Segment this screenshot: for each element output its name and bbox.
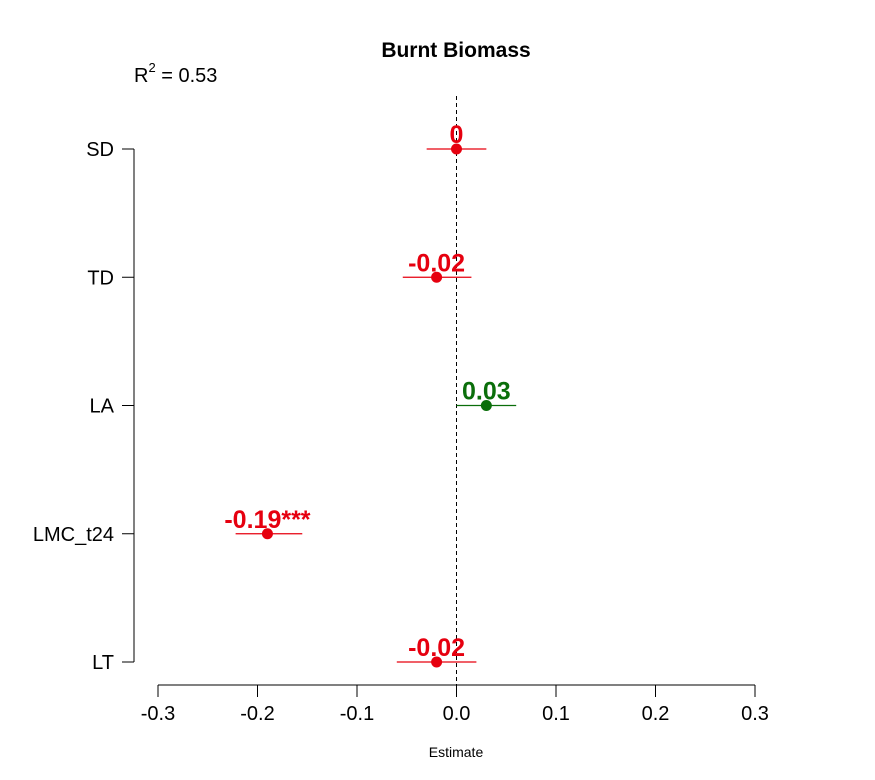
estimate-point: [261, 528, 273, 540]
r2-annotation: R2 = 0.53: [134, 60, 217, 87]
r2-prefix: R: [134, 65, 148, 87]
estimate-point: [431, 656, 443, 668]
r2-value: = 0.53: [156, 65, 218, 87]
estimate-label: -0.19***: [224, 506, 310, 534]
estimate-label: 0: [450, 121, 464, 149]
x-tick-label: 0.3: [741, 703, 769, 725]
y-tick-label: LMC_t24: [33, 524, 114, 546]
x-axis: -0.3 -0.2 -0.1 0.0 0.1 0.2 0.3: [141, 684, 769, 725]
estimate-label: -0.02: [408, 634, 465, 662]
y-tick-label: LA: [90, 396, 115, 418]
y-tick-label: LT: [92, 652, 114, 674]
x-tick-label: 0.0: [443, 703, 471, 725]
x-tick-label: 0.1: [542, 703, 570, 725]
estimate-point: [431, 271, 443, 283]
y-axis: SD TD LA LMC_t24 LT: [33, 139, 135, 674]
x-tick-label: -0.3: [141, 703, 175, 725]
estimate-label: -0.02: [408, 249, 465, 277]
y-tick-label: SD: [86, 139, 114, 161]
x-tick-label: -0.2: [240, 703, 274, 725]
r2-exponent: 2: [148, 60, 155, 75]
y-tick-label: TD: [87, 267, 114, 289]
chart-title: Burnt Biomass: [381, 39, 530, 62]
estimate-marks: 0 -0.02 0.03 -0.19*** -0.02: [224, 121, 517, 668]
x-tick-label: 0.2: [642, 703, 670, 725]
x-axis-label: Estimate: [429, 744, 484, 760]
x-tick-label: -0.1: [340, 703, 374, 725]
estimate-label: 0.03: [462, 378, 511, 406]
estimate-point: [451, 143, 462, 155]
estimate-point: [480, 400, 492, 411]
